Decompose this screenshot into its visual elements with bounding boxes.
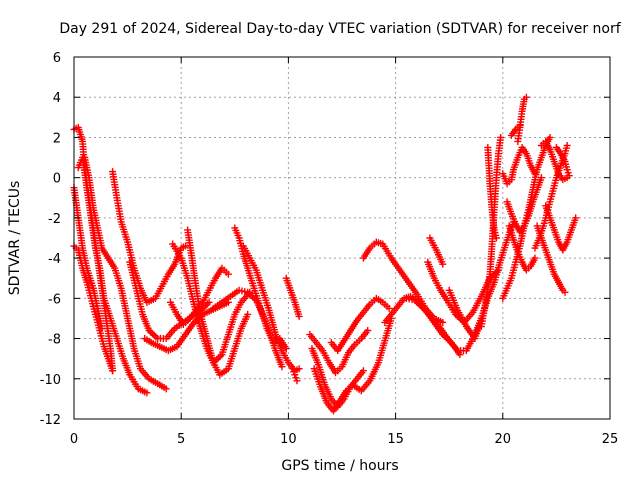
series-arc-25 <box>426 234 447 268</box>
series-arc-36 <box>531 141 571 252</box>
x-axis-label: GPS time / hours <box>281 458 398 474</box>
y-axis-label: SDTVAR / TECUs <box>7 181 23 296</box>
plot-frame <box>73 56 611 420</box>
data-point <box>385 304 393 312</box>
x-tick-label: 25 <box>602 432 619 447</box>
data-point <box>244 310 252 318</box>
y-tick-label: -8 <box>48 333 61 348</box>
data-point <box>565 172 573 180</box>
axis-ticks <box>73 56 611 420</box>
y-tick-label: 0 <box>53 172 61 187</box>
data-point <box>181 242 189 250</box>
data-point <box>561 288 569 296</box>
data-point <box>531 254 539 262</box>
data-point <box>456 351 464 359</box>
y-tick-label: -10 <box>40 373 61 388</box>
series-arc-37 <box>537 137 571 184</box>
series-arc-17 <box>306 327 372 377</box>
x-tick-label: 15 <box>387 432 404 447</box>
data-point <box>293 377 301 385</box>
data-point <box>364 327 372 335</box>
y-tick-label: -6 <box>48 292 61 307</box>
y-tick-label: -12 <box>40 413 61 428</box>
data-point <box>439 318 447 326</box>
series-arc-1 <box>70 123 117 375</box>
y-tick-label: -4 <box>48 252 61 267</box>
data-point <box>359 367 367 375</box>
data-point <box>224 270 232 278</box>
series-arc-14 <box>209 286 286 371</box>
data-point <box>492 234 500 242</box>
y-tick-label: 6 <box>53 51 61 66</box>
series-arc-38 <box>533 222 569 296</box>
data-points <box>70 93 580 415</box>
series-arc-9 <box>184 226 252 379</box>
series-arc-5 <box>70 242 117 375</box>
data-point <box>439 260 447 268</box>
data-point <box>162 385 170 393</box>
data-point <box>546 133 554 141</box>
data-point <box>143 389 151 397</box>
series-arc-16 <box>289 365 301 385</box>
x-tick-label: 5 <box>177 432 185 447</box>
data-point <box>205 298 213 306</box>
data-point <box>563 141 571 149</box>
data-point <box>148 330 156 338</box>
series-arc-28 <box>484 144 500 242</box>
y-tick-labels: -12 -10 -8 -6 -4 -2 0 2 4 6 <box>40 51 61 428</box>
chart-title: Day 291 of 2024, Sidereal Day-to-day VTE… <box>59 21 621 37</box>
y-tick-label: 2 <box>53 131 61 146</box>
series-arc-39 <box>552 144 573 180</box>
data-point <box>497 133 505 141</box>
x-tick-labels: 0 5 10 15 20 25 <box>70 432 618 447</box>
series-arc-20 <box>327 294 393 355</box>
series-arc-32 <box>499 133 554 302</box>
x-tick-label: 0 <box>70 432 78 447</box>
series-arc-11 <box>166 264 232 328</box>
data-point <box>537 174 545 182</box>
series-arc-8 <box>169 240 254 367</box>
data-point <box>572 214 580 222</box>
series-arc-33 <box>514 93 530 145</box>
series-arc-21 <box>359 238 447 326</box>
series-arc-13 <box>239 242 303 375</box>
x-tick-label: 10 <box>280 432 297 447</box>
data-point <box>152 333 160 341</box>
series-arc-23 <box>402 294 485 355</box>
data-point <box>522 93 530 101</box>
data-point <box>295 365 303 373</box>
data-point <box>109 367 117 375</box>
series-arc-15 <box>282 274 303 320</box>
data-point <box>516 121 524 129</box>
data-point <box>295 312 303 320</box>
series-arc-29 <box>499 144 539 188</box>
series-arc-4 <box>81 154 170 393</box>
x-tick-label: 20 <box>495 432 512 447</box>
data-point <box>203 300 211 308</box>
series-arc-34 <box>507 121 524 139</box>
y-tick-label: -2 <box>48 212 61 227</box>
data-point <box>150 331 158 339</box>
data-point <box>278 363 286 371</box>
y-tick-label: 4 <box>53 91 61 106</box>
